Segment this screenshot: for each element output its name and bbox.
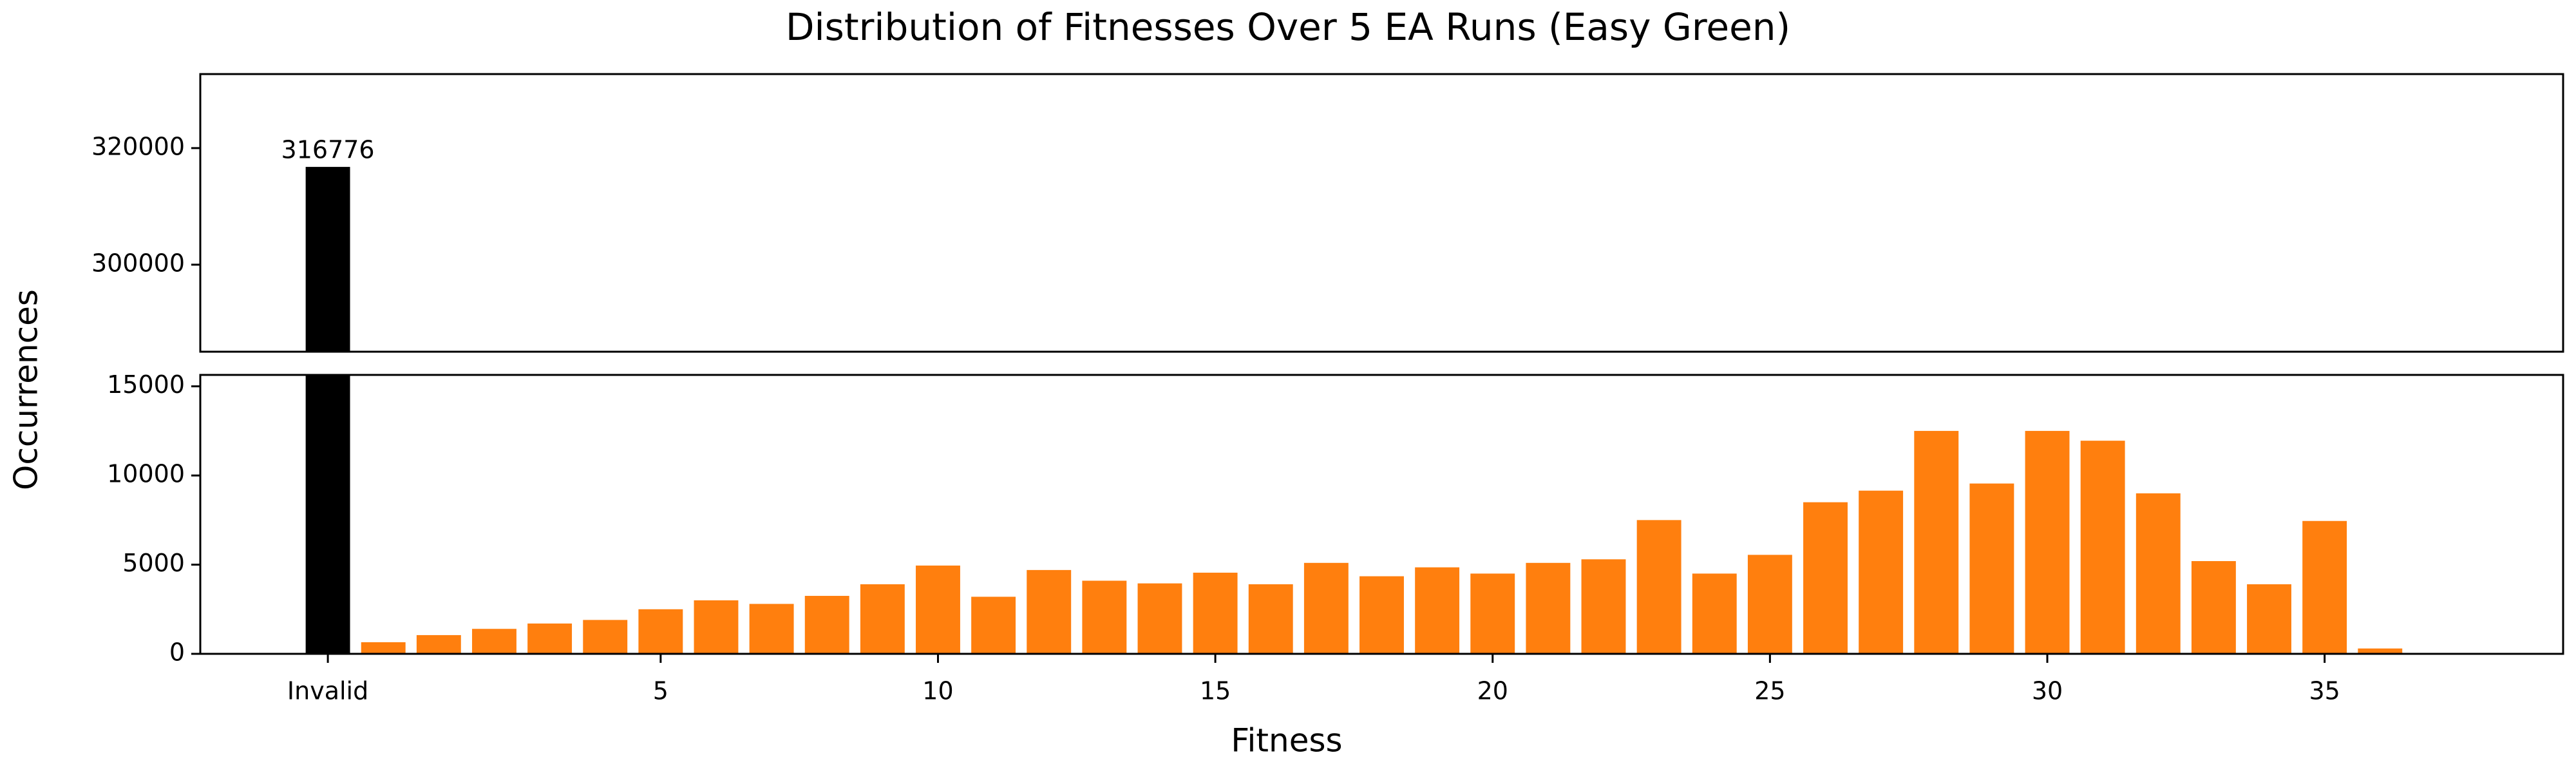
bar (417, 352, 461, 773)
bar (2247, 352, 2291, 773)
bar (1581, 559, 1626, 654)
bar (1526, 562, 1571, 654)
y-tick-label: 5000 (122, 549, 185, 577)
bar (1415, 567, 1460, 654)
x-tick-label: 30 (2032, 677, 2063, 705)
bar (472, 352, 516, 773)
bar (1138, 352, 1182, 773)
bar (527, 623, 573, 654)
axes-frame (199, 374, 2564, 655)
x-axis-label: Fitness (1231, 722, 1342, 759)
bar (860, 352, 905, 773)
bar (916, 352, 960, 773)
y-tick-label: 300000 (91, 249, 185, 277)
y-tick-label: 15000 (107, 370, 185, 399)
bar (1969, 483, 2014, 654)
bar (750, 352, 794, 773)
y-tick-label: 320000 (91, 132, 185, 160)
bar (2302, 520, 2347, 654)
bar (305, 375, 350, 654)
x-tick-label: 35 (2309, 677, 2340, 705)
bar (583, 620, 628, 654)
bar (916, 565, 960, 654)
bar (1470, 352, 1515, 773)
bar (305, 167, 350, 352)
bar (1304, 352, 1349, 773)
bar (527, 352, 572, 773)
bar (1747, 555, 1792, 654)
bar (1636, 520, 1681, 654)
bar (2136, 493, 2181, 654)
bar (1082, 580, 1127, 654)
bar (1249, 352, 1293, 773)
bar (1248, 584, 1293, 654)
y-axis-label: Occurrences (8, 289, 45, 490)
bar (1193, 573, 1238, 654)
bar (1137, 583, 1182, 654)
panel (305, 167, 2402, 773)
bar (1692, 352, 1737, 773)
bar (2358, 352, 2402, 773)
bar (2191, 561, 2236, 654)
panel (305, 375, 2403, 654)
x-tick-label: 5 (653, 677, 668, 705)
bar (361, 642, 406, 654)
bar (1027, 352, 1071, 773)
bar (1415, 352, 1459, 773)
bar (1193, 352, 1238, 773)
x-tick-label: 20 (1477, 677, 1508, 705)
x-tick-label: Invalid (287, 677, 368, 705)
y-tick-label: 0 (169, 638, 185, 667)
bar (1692, 573, 1737, 654)
bar (361, 352, 406, 773)
bar (1859, 490, 1904, 654)
bar (1914, 430, 1959, 654)
bar (2247, 584, 2291, 654)
bar (1027, 569, 1072, 654)
bar (1803, 502, 1848, 654)
value-label: 316776 (281, 136, 375, 164)
bar (1359, 352, 1404, 773)
bar (1303, 562, 1349, 654)
bar (805, 352, 849, 773)
bar (804, 596, 849, 654)
bar (638, 352, 683, 773)
bar (694, 600, 739, 654)
bar (1359, 576, 1404, 654)
x-tick-label: 25 (1754, 677, 1785, 705)
bar (971, 352, 1016, 773)
bar (694, 352, 739, 773)
bar (860, 584, 905, 654)
bar (638, 609, 683, 654)
bar (2025, 430, 2070, 654)
bar (2080, 441, 2125, 654)
bar (583, 352, 627, 773)
axes-frame (199, 73, 2564, 353)
chart-title: Distribution of Fitnesses Over 5 EA Runs… (786, 5, 1790, 49)
bar (2358, 648, 2403, 654)
bar (1082, 352, 1126, 773)
bar (749, 604, 794, 654)
bar (472, 629, 516, 654)
bar (971, 596, 1016, 654)
bar (1526, 352, 1570, 773)
y-tick-label: 10000 (107, 460, 185, 488)
x-tick-label: 15 (1200, 677, 1231, 705)
x-tick-label: 10 (922, 677, 953, 705)
bar (416, 635, 461, 654)
bar (1470, 573, 1515, 654)
